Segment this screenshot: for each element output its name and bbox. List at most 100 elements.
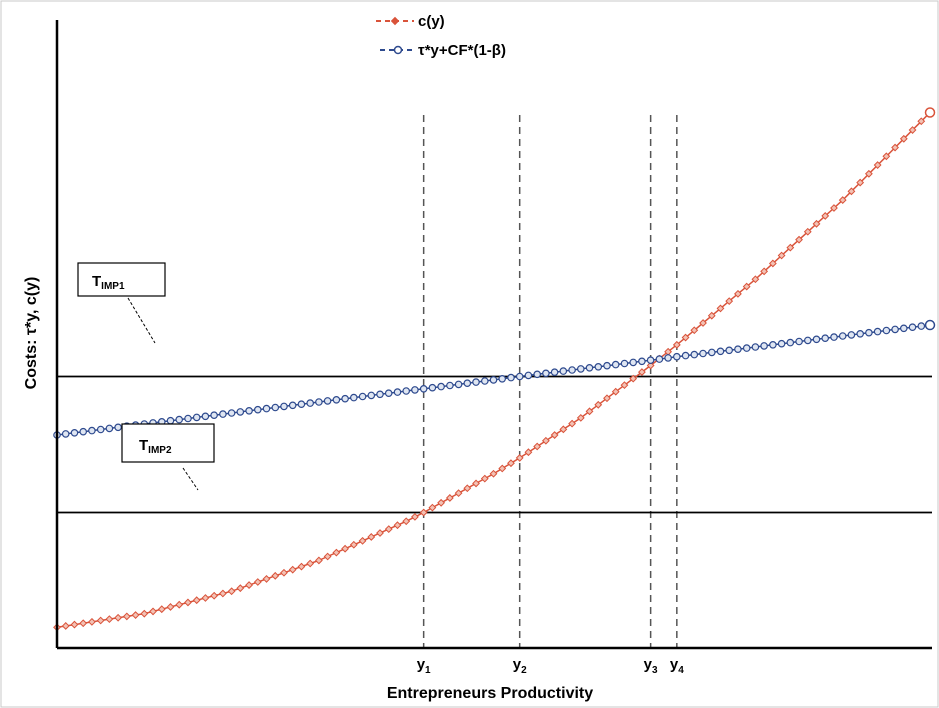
series-1-end-marker [924, 107, 936, 118]
series-1-point [882, 152, 891, 161]
series-1-point [515, 454, 524, 462]
series-2-point [568, 366, 576, 374]
series-1-point [672, 340, 681, 349]
series-2-point [856, 329, 865, 338]
series-1-point [376, 529, 384, 537]
series-1-point [620, 381, 629, 390]
series-1-point [559, 425, 568, 434]
threshold-label-sub-2: IMP2 [148, 445, 172, 456]
series-2-point [594, 362, 603, 371]
vline-label-main-3: y [644, 656, 653, 673]
series-2-point [288, 401, 297, 410]
series-2-point [734, 345, 742, 354]
series-2-point [96, 425, 105, 434]
y-axis-title: Costs: τ*y, c(y) [23, 277, 40, 390]
vline-label-sub-1: 1 [425, 665, 431, 676]
threshold-label-1: TIMP1 [92, 273, 125, 292]
threshold-leader-2 [182, 467, 199, 491]
series-1-point [210, 591, 219, 600]
series-2-point [376, 390, 384, 399]
series-2-point [550, 368, 559, 377]
series-2-point [411, 386, 419, 394]
series-1-point [445, 494, 454, 502]
series-1-point [480, 474, 489, 483]
series-2-point [672, 352, 681, 361]
series-2-point [88, 426, 96, 435]
threshold-label-2: TIMP2 [139, 437, 172, 456]
series-1-point [629, 374, 638, 383]
series-2-point [480, 377, 489, 385]
series-2-point [882, 326, 891, 335]
series-1-point [236, 584, 245, 593]
series-2-point [219, 410, 227, 418]
vline-label-sub-2: 2 [521, 665, 527, 676]
series-1-point [96, 616, 105, 625]
series-2-point [498, 374, 507, 383]
series-2-point [769, 340, 777, 349]
series-2-point [611, 360, 620, 369]
series-1-point [533, 442, 542, 451]
series-1-point [428, 503, 437, 512]
series-2-point [61, 430, 70, 438]
series-1-point [472, 479, 480, 488]
series-1-point [384, 525, 393, 534]
series-1-point [88, 617, 96, 626]
threshold-box-1 [77, 262, 166, 297]
vline-label-main-4: y [670, 656, 679, 673]
threshold-label-sub-1: IMP1 [101, 281, 125, 292]
series-1-point [568, 419, 576, 428]
series-2-point [716, 347, 725, 356]
series-1-point [175, 600, 184, 609]
series-1-point [768, 259, 777, 268]
series-1-point [856, 178, 865, 187]
series-1-point [638, 368, 646, 376]
series-2-point [358, 392, 367, 401]
series-2-point [349, 393, 358, 402]
series-1-point [734, 289, 742, 298]
series-2-point [515, 372, 524, 381]
series-1-point [611, 387, 620, 396]
legend-swatch-marker-1 [390, 16, 400, 26]
series-1-point [786, 243, 795, 252]
series-1-point [847, 187, 856, 196]
series-1-point [280, 568, 288, 577]
series-1-point [507, 459, 515, 468]
series-1-point [751, 275, 760, 284]
series-2-point [865, 328, 873, 337]
vline-label-main-2: y [513, 656, 522, 673]
series-2-point [751, 343, 760, 351]
series-1-point [419, 508, 428, 517]
series-2-point [830, 333, 838, 341]
series-2-point [742, 344, 751, 352]
series-1-point [393, 521, 402, 530]
series-1-point [699, 319, 707, 327]
series-1-point [114, 613, 123, 622]
series-2-point [917, 322, 926, 330]
series-1-point [603, 394, 611, 403]
series-2-point [105, 424, 114, 433]
series-2-point [873, 327, 882, 336]
series-1-point [803, 227, 812, 236]
series-1-point [899, 134, 908, 143]
series-1-point [873, 161, 882, 169]
series-1-point [105, 615, 114, 624]
legend-label-1: c(y) [418, 13, 445, 30]
series-1-point [454, 489, 463, 498]
series-1-point [358, 536, 367, 545]
series-1-point [646, 361, 655, 370]
series-1-point [437, 498, 446, 507]
series-1-point [288, 565, 297, 574]
legend-label-2: τ*y+CF*(1-β) [418, 42, 506, 59]
legend: c(y) τ*y+CF*(1-β) [376, 13, 506, 59]
series-1-point [61, 622, 70, 630]
series-2-point [812, 335, 821, 344]
series-2-point [725, 346, 734, 355]
series-2-point [795, 337, 803, 346]
series-1-point [524, 448, 533, 457]
series-2-point [280, 402, 288, 411]
series-2-point [681, 351, 690, 360]
series-2-point [184, 414, 192, 423]
series-1-point [498, 464, 507, 473]
series-2-point [707, 348, 716, 357]
